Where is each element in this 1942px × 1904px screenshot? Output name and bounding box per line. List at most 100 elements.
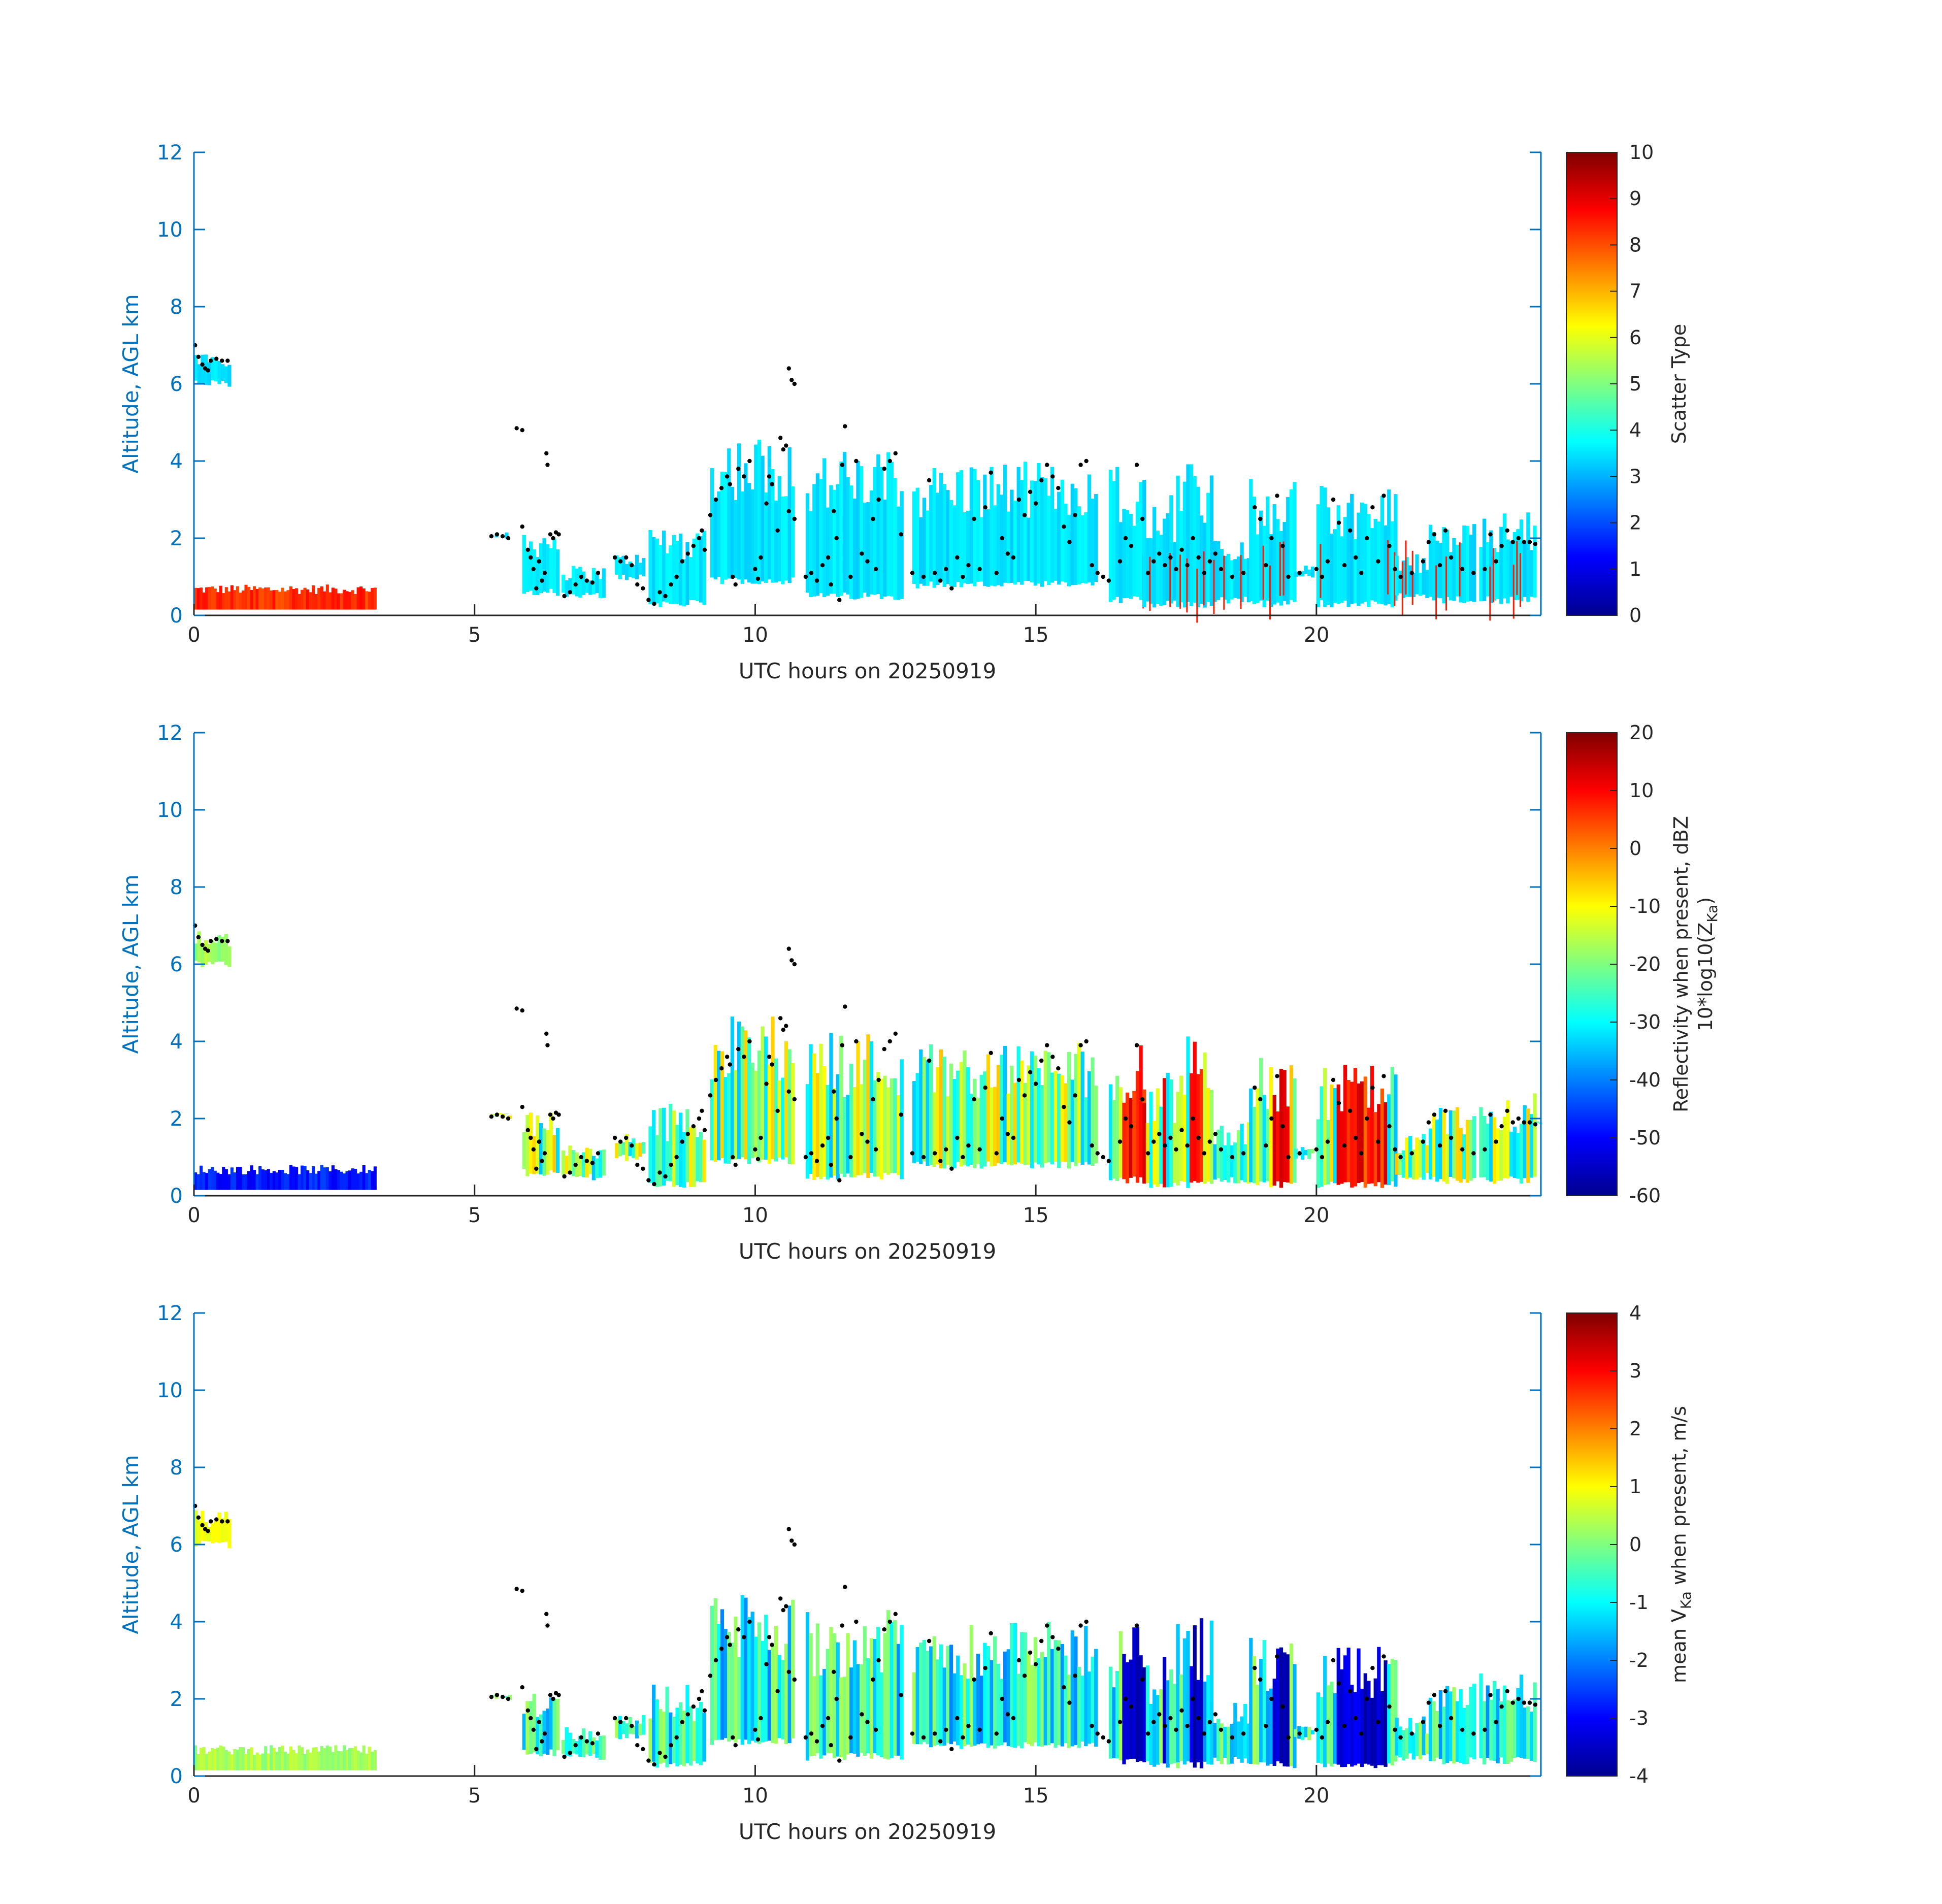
cloud-base-point xyxy=(702,1128,707,1132)
cloud-base-point xyxy=(1522,1700,1527,1705)
echo-column xyxy=(815,473,820,596)
x-tick-label: 10 xyxy=(742,1784,768,1808)
cloud-base-point xyxy=(1129,544,1134,548)
echo-column xyxy=(777,476,781,581)
cloud-base-point xyxy=(562,1754,567,1759)
echo-column xyxy=(1533,526,1537,598)
low-layer-echo xyxy=(362,1165,366,1190)
scatter-red-streak xyxy=(1387,540,1389,595)
echo-column xyxy=(973,469,977,586)
echo-column xyxy=(757,439,762,584)
scatter-red-streak xyxy=(1489,566,1491,621)
cloud-base-point xyxy=(955,1716,960,1721)
low-layer-echo xyxy=(289,1746,293,1770)
scatter-red-streak xyxy=(1512,565,1515,619)
echo-column xyxy=(1139,1655,1143,1761)
echo-column xyxy=(1067,1052,1071,1169)
cloud-base-point xyxy=(1140,516,1145,521)
echo-column xyxy=(750,1062,754,1158)
echo-column xyxy=(990,1087,994,1167)
echo-column xyxy=(1425,570,1429,599)
cloud-base-point xyxy=(1045,1043,1049,1047)
echo-column xyxy=(915,1647,919,1745)
cloud-base-point xyxy=(1196,1716,1201,1721)
echo-column xyxy=(568,578,572,593)
echo-column xyxy=(754,1636,758,1743)
echo-column xyxy=(655,1135,659,1187)
echo-column xyxy=(1286,1106,1290,1183)
echo-column xyxy=(863,503,867,593)
echo-column xyxy=(1408,1718,1412,1754)
echo-column xyxy=(730,1016,735,1160)
cloud-base-point xyxy=(1163,1143,1167,1148)
echo-column xyxy=(1472,1684,1476,1759)
low-layer-echo xyxy=(368,1747,371,1770)
echo-column xyxy=(1139,481,1143,600)
cloud-base-point xyxy=(843,424,847,429)
cloud-base-point xyxy=(921,574,926,579)
echo-column xyxy=(699,1132,703,1183)
cloud-base-point xyxy=(697,1116,702,1121)
echo-column xyxy=(832,1633,837,1758)
cloud-base-point xyxy=(1516,536,1521,541)
echo-column xyxy=(879,1672,884,1757)
echo-column xyxy=(562,1739,566,1754)
low-layer-echo xyxy=(270,1745,273,1770)
low-layer-echo xyxy=(317,1171,321,1190)
cloud-base-point xyxy=(1336,1681,1341,1686)
low-layer-echo xyxy=(340,1751,343,1770)
cloud-base-point xyxy=(1028,489,1033,494)
echo-column xyxy=(764,1615,768,1742)
echo-column xyxy=(979,517,983,582)
echo-column xyxy=(1455,1107,1460,1181)
echo-column xyxy=(1027,1065,1031,1165)
cloud-base-point xyxy=(899,1112,904,1117)
cloud-base-point xyxy=(1056,1647,1061,1651)
echo-column xyxy=(1190,1073,1194,1183)
echo-column xyxy=(1340,1111,1344,1184)
echo-column xyxy=(221,364,225,381)
cloud-base-point xyxy=(556,1693,561,1697)
echo-column xyxy=(764,1036,768,1160)
y-axis-label: Altitude, AGL km xyxy=(118,294,143,473)
low-layer-echo xyxy=(241,1174,245,1190)
cloud-base-point xyxy=(630,1143,634,1148)
echo-column xyxy=(936,1067,940,1165)
echo-column xyxy=(552,538,556,593)
cloud-base-point xyxy=(887,1619,892,1624)
echo-column xyxy=(549,548,553,589)
low-layer-echo xyxy=(309,592,312,610)
echo-column xyxy=(1230,1723,1234,1764)
echo-column xyxy=(1492,547,1497,601)
low-layer-echo xyxy=(317,1751,321,1770)
cloud-base-point xyxy=(568,1751,572,1755)
low-layer-echo xyxy=(264,587,268,610)
cloud-base-point xyxy=(529,1135,533,1140)
echo-column xyxy=(618,557,622,579)
echo-column xyxy=(1249,1088,1253,1183)
echo-column xyxy=(900,491,904,599)
cloud-base-point xyxy=(837,1758,842,1763)
echo-column xyxy=(1483,518,1487,601)
echo-column xyxy=(1449,552,1453,601)
echo-column xyxy=(1156,531,1160,604)
echo-column xyxy=(787,1605,792,1744)
cloud-base-point xyxy=(545,1623,550,1628)
echo-column xyxy=(879,467,884,600)
cloud-base-point xyxy=(1264,1143,1268,1148)
cloud-base-point xyxy=(489,1695,494,1699)
echo-column xyxy=(754,1070,758,1158)
echo-column xyxy=(842,1097,847,1177)
echo-column xyxy=(1422,558,1426,595)
cloud-base-point xyxy=(753,1147,758,1152)
echo-column xyxy=(966,510,970,584)
cloud-base-point xyxy=(775,1689,780,1693)
echo-column xyxy=(602,1735,606,1760)
cloud-base-point xyxy=(736,1047,741,1052)
cloud-base-point xyxy=(1230,1735,1235,1740)
echo-column xyxy=(1182,1095,1187,1182)
low-layer-echo xyxy=(345,591,349,610)
cloud-base-point xyxy=(520,1589,524,1593)
cloud-base-point xyxy=(1117,1139,1123,1144)
cloud-base-point xyxy=(1510,1120,1515,1125)
